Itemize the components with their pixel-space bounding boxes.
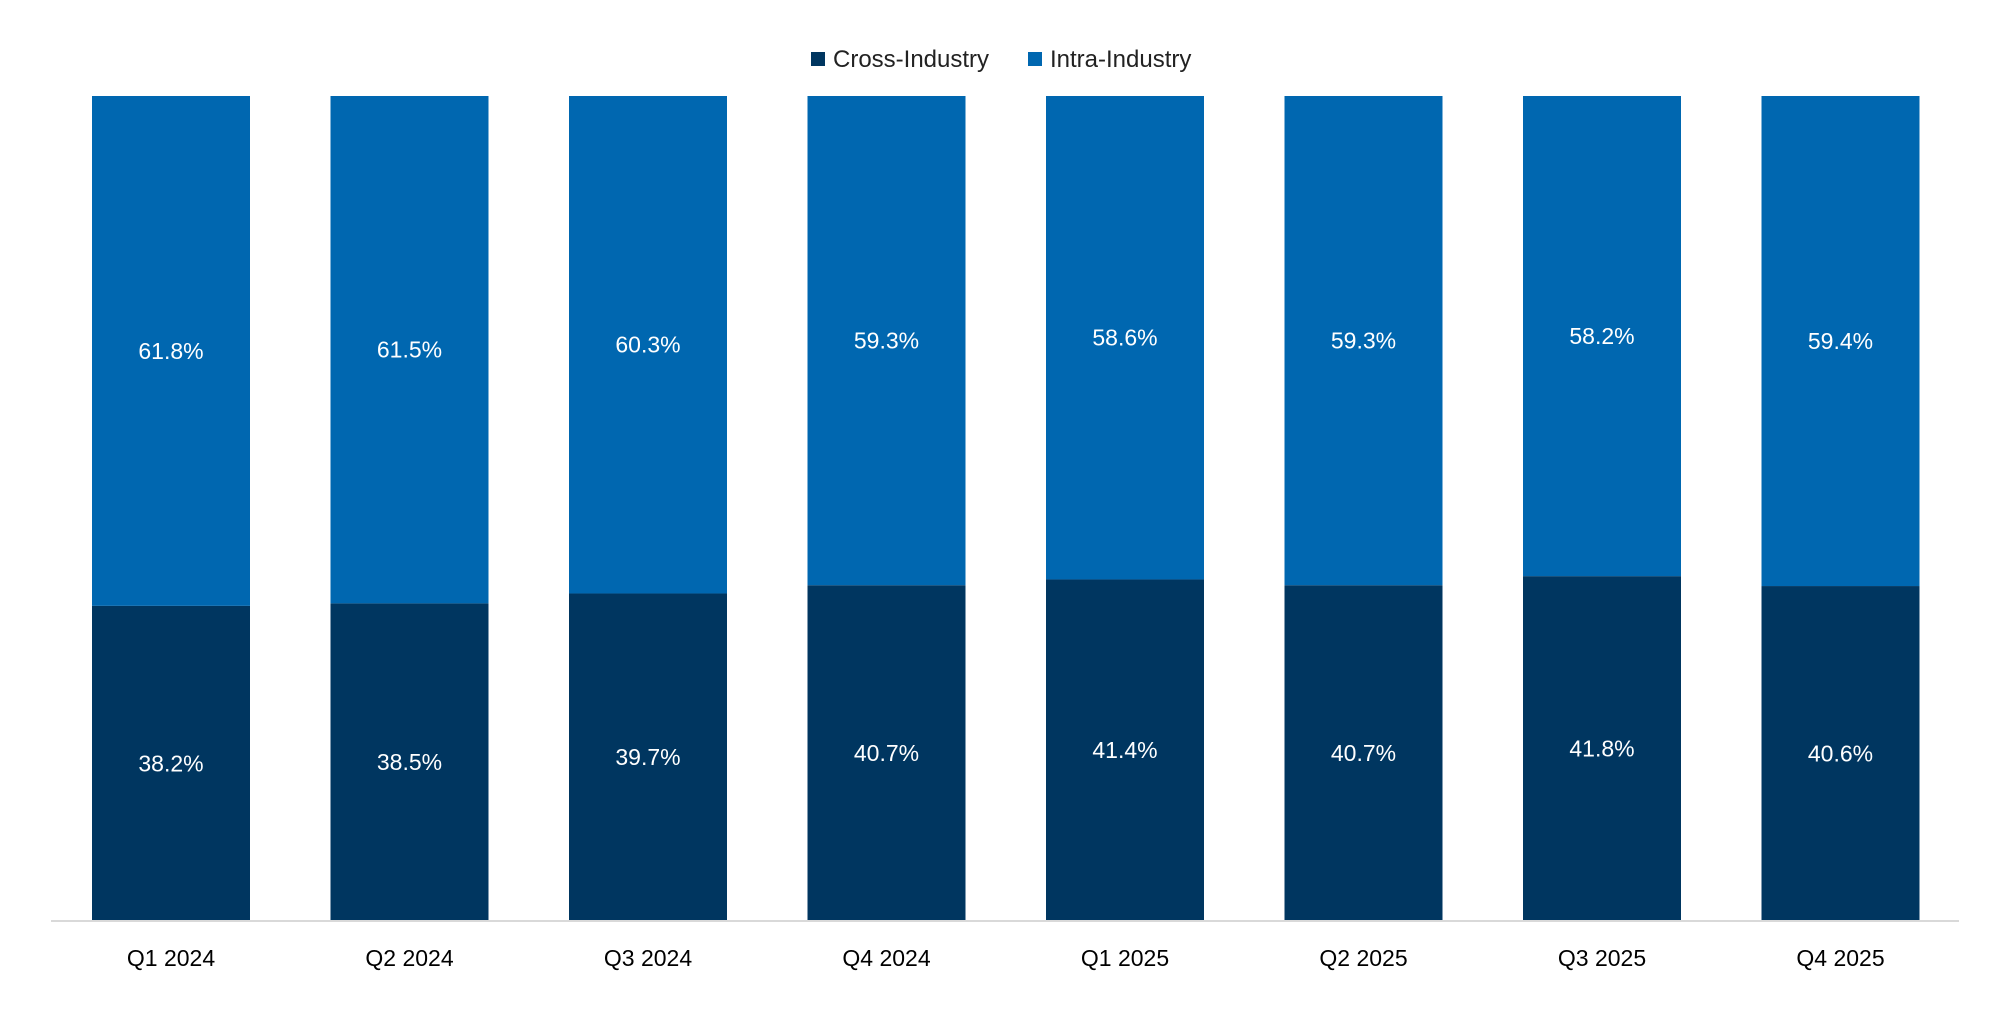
bar-intra-industry-q2-2024 [330,96,489,604]
bars: 38.2% 61.8% 38.5% 61.5% 39.7% 60.3% 40.7% 59.3%… [92,96,1920,921]
legend-label: Cross-Industry [833,46,989,73]
legend-swatch [811,52,825,66]
bar-cross-industry-q4-2025 [1761,586,1920,921]
data-label: 41.4% [1092,737,1157,763]
data-label: 61.5% [377,337,442,363]
data-label: 58.2% [1569,323,1634,349]
data-label: 60.3% [615,332,680,358]
bar-intra-industry-q3-2025 [1523,96,1681,577]
x-tick-label: Q1 2024 [127,945,215,971]
legend-label: Intra-Industry [1050,46,1191,73]
data-label: 59.4% [1808,328,1873,354]
data-label: 38.2% [138,750,203,776]
bar-intra-industry-q4-2025 [1761,96,1920,587]
x-tick-label: Q2 2025 [1319,945,1407,971]
legend-swatch [1028,52,1042,66]
data-label: 39.7% [615,744,680,770]
bar-intra-industry-q4-2024 [807,96,966,586]
x-tick-label: Q2 2024 [365,945,453,971]
bar-cross-industry-q1-2024 [92,605,250,921]
data-label: 61.8% [138,338,203,364]
bar-cross-industry-q3-2025 [1523,576,1681,921]
data-label: 58.6% [1092,325,1157,351]
data-label: 40.7% [854,740,919,766]
data-label: 40.6% [1808,741,1873,767]
bar-intra-industry-q3-2024 [569,96,727,594]
bar-cross-industry-q1-2025 [1046,579,1204,921]
legend: Cross-Industry Intra-Industry [811,46,1191,73]
bar-cross-industry-q2-2025 [1284,585,1443,921]
bar-cross-industry-q4-2024 [807,585,966,921]
bar-cross-industry-q2-2024 [330,603,489,921]
data-label: 41.8% [1569,736,1634,762]
x-tick-label: Q4 2024 [842,945,930,971]
data-label: 38.5% [377,749,442,775]
data-label: 59.3% [854,328,919,354]
x-tick-label: Q4 2025 [1796,945,1884,971]
data-label: 59.3% [1331,328,1396,354]
bar-intra-industry-q2-2025 [1284,96,1443,586]
bar-intra-industry-q1-2024 [92,96,250,606]
bar-intra-industry-q1-2025 [1046,96,1204,580]
x-tick-label: Q1 2025 [1081,945,1169,971]
x-tick-label: Q3 2024 [604,945,692,971]
x-tick-label: Q3 2025 [1558,945,1646,971]
data-label: 40.7% [1331,740,1396,766]
x-axis-labels: Q1 2024 Q2 2024 Q3 2024 Q4 2024 Q1 2025 Q2 20… [127,945,1885,971]
bar-cross-industry-q3-2024 [569,593,727,921]
